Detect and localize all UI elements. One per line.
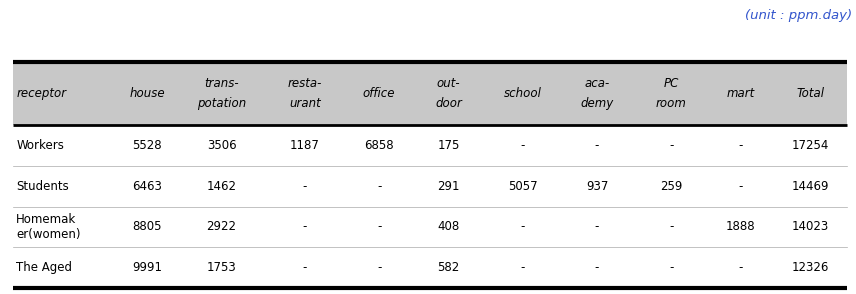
Text: urant: urant <box>289 97 321 110</box>
Text: Students: Students <box>16 180 69 193</box>
Text: -: - <box>595 139 599 152</box>
Text: 14023: 14023 <box>792 220 829 233</box>
Text: demy: demy <box>580 97 614 110</box>
Text: Workers: Workers <box>16 139 64 152</box>
Text: 582: 582 <box>437 261 460 274</box>
Text: -: - <box>303 261 307 274</box>
Text: 1187: 1187 <box>290 139 320 152</box>
Text: -: - <box>739 261 743 274</box>
Text: -: - <box>669 261 674 274</box>
Text: resta-: resta- <box>288 77 322 90</box>
Text: trans-: trans- <box>205 77 239 90</box>
Text: -: - <box>595 220 599 233</box>
Text: 5528: 5528 <box>133 139 162 152</box>
Text: out-: out- <box>437 77 461 90</box>
Text: school: school <box>504 87 542 100</box>
Text: 408: 408 <box>437 220 460 233</box>
Text: aca-: aca- <box>585 77 609 90</box>
Text: 8805: 8805 <box>133 220 162 233</box>
Text: -: - <box>377 261 381 274</box>
Text: mart: mart <box>727 87 755 100</box>
Text: -: - <box>595 261 599 274</box>
Text: -: - <box>377 180 381 193</box>
Text: door: door <box>435 97 462 110</box>
Text: -: - <box>520 261 525 274</box>
Text: 9991: 9991 <box>133 261 163 274</box>
Text: 1462: 1462 <box>206 180 236 193</box>
Text: office: office <box>363 87 395 100</box>
Text: -: - <box>303 220 307 233</box>
Text: 6463: 6463 <box>133 180 163 193</box>
Text: 14469: 14469 <box>792 180 829 193</box>
Text: -: - <box>669 139 674 152</box>
Text: -: - <box>669 220 674 233</box>
Text: -: - <box>377 220 381 233</box>
Text: 1753: 1753 <box>206 261 236 274</box>
Text: -: - <box>739 139 743 152</box>
Text: (unit : ppm.day): (unit : ppm.day) <box>745 9 852 22</box>
Text: -: - <box>303 180 307 193</box>
Text: house: house <box>129 87 165 100</box>
Text: 5057: 5057 <box>508 180 538 193</box>
Text: room: room <box>656 97 687 110</box>
Text: 175: 175 <box>437 139 460 152</box>
Text: 937: 937 <box>586 180 609 193</box>
Text: -: - <box>520 139 525 152</box>
Text: 3506: 3506 <box>206 139 236 152</box>
Text: -: - <box>739 180 743 193</box>
Text: 291: 291 <box>437 180 460 193</box>
Text: 6858: 6858 <box>365 139 394 152</box>
Text: -: - <box>520 220 525 233</box>
Text: potation: potation <box>197 97 247 110</box>
Text: Total: Total <box>796 87 824 100</box>
Text: 12326: 12326 <box>792 261 829 274</box>
Bar <box>13 62 847 125</box>
Text: PC: PC <box>663 77 679 90</box>
Text: 2922: 2922 <box>206 220 236 233</box>
Text: The Aged: The Aged <box>16 261 72 274</box>
Text: 17254: 17254 <box>792 139 829 152</box>
Text: receptor: receptor <box>16 87 67 100</box>
Text: 1888: 1888 <box>726 220 756 233</box>
Text: 259: 259 <box>660 180 682 193</box>
Text: Homemak
er(women): Homemak er(women) <box>16 213 80 241</box>
